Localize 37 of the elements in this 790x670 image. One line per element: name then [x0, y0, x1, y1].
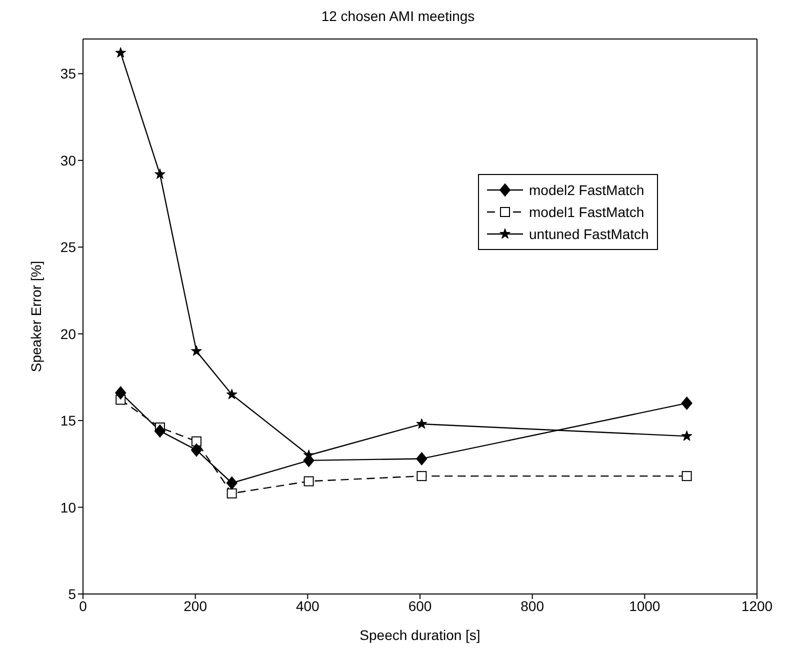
point — [681, 396, 692, 410]
x-tick-label: 200 — [184, 598, 208, 614]
x-tick-label: 1200 — [741, 598, 773, 614]
point — [115, 386, 126, 400]
chart-title: 12 chosen AMI meetings — [320, 8, 476, 24]
point — [416, 471, 427, 482]
point — [154, 424, 166, 438]
y-tick-label: 25 — [60, 239, 76, 256]
y-tick-label: 10 — [60, 499, 76, 516]
point — [416, 452, 428, 466]
point — [226, 488, 237, 498]
point — [226, 476, 238, 490]
x-tick-label: 0 — [79, 598, 88, 614]
y-tick-label: 30 — [60, 152, 76, 168]
y-tick-label: 5 — [68, 586, 76, 602]
legend-label: model2 FastMatch — [529, 181, 644, 200]
x-tick-label: 400 — [296, 598, 320, 614]
x-tick-label: 1000 — [629, 598, 660, 614]
point — [681, 430, 692, 441]
y-axis-title: Speaker Error [%] — [28, 260, 44, 372]
legend-label: untuned FastMatch — [529, 225, 649, 244]
point — [115, 47, 126, 58]
point — [416, 418, 428, 429]
x-tick-label: 600 — [408, 598, 432, 614]
point — [226, 388, 238, 400]
point — [190, 444, 202, 457]
legend-label: model1 FastMatch — [529, 203, 644, 222]
point — [190, 345, 202, 356]
y-tick-label: 35 — [60, 66, 76, 82]
y-tick-label: 15 — [60, 412, 76, 429]
x-tick-label: 800 — [520, 598, 544, 614]
point — [682, 471, 692, 482]
x-axis-title: Speech duration [s] — [360, 626, 480, 643]
y-tick-label: 20 — [60, 326, 76, 342]
point — [191, 436, 202, 446]
point — [304, 476, 314, 486]
point — [154, 168, 166, 179]
